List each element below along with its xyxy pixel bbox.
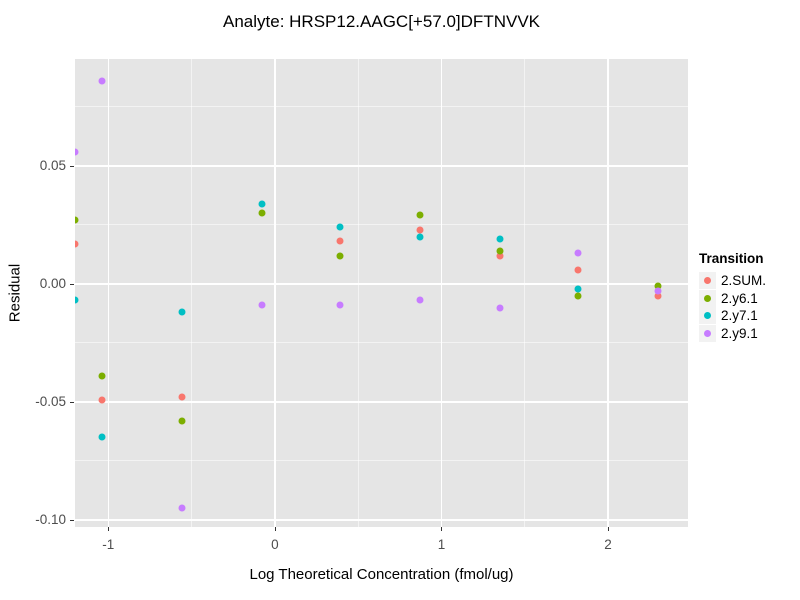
legend-key bbox=[699, 307, 716, 325]
data-point-2.y7.1 bbox=[98, 433, 106, 441]
data-point-2.y9.1 bbox=[75, 148, 79, 156]
legend-item-label: 2.y7.1 bbox=[721, 308, 758, 324]
data-point-2.y6.1 bbox=[98, 372, 106, 380]
data-point-2.SUM. bbox=[496, 252, 504, 260]
data-point-2.SUM. bbox=[98, 396, 106, 404]
gridline-major-vertical bbox=[607, 59, 609, 527]
gridline-major-horizontal bbox=[75, 283, 688, 285]
legend-item-2.SUM.: 2.SUM. bbox=[699, 272, 766, 290]
legend-point-icon bbox=[704, 294, 711, 302]
data-point-2.SUM. bbox=[574, 266, 582, 274]
data-point-2.y7.1 bbox=[336, 223, 344, 231]
legend-point-icon bbox=[704, 277, 711, 285]
x-axis-title: Log Theoretical Concentration (fmol/ug) bbox=[249, 566, 514, 583]
gridline-major-vertical bbox=[107, 59, 110, 527]
x-tick-label: 0 bbox=[271, 537, 279, 552]
x-tick-mark bbox=[441, 527, 443, 531]
data-point-2.y9.1 bbox=[574, 249, 582, 257]
x-tick-mark bbox=[108, 527, 110, 531]
data-point-2.y6.1 bbox=[496, 247, 504, 255]
legend: Transition 2.SUM. 2.y6.1 2.y7.1 2.y9.1 bbox=[699, 251, 766, 343]
legend-point-icon bbox=[704, 330, 711, 338]
legend-key bbox=[699, 272, 716, 290]
data-point-2.y9.1 bbox=[178, 504, 186, 512]
x-tick-label: 2 bbox=[604, 537, 612, 552]
legend-key bbox=[699, 325, 716, 343]
data-point-2.y9.1 bbox=[258, 301, 266, 309]
y-tick-label: 0.00 bbox=[39, 275, 66, 291]
data-point-2.SUM. bbox=[416, 226, 424, 234]
y-axis-title: Residual bbox=[6, 263, 24, 323]
x-tick-label: -1 bbox=[102, 537, 115, 552]
gridline-major-vertical bbox=[274, 59, 276, 527]
data-point-2.y6.1 bbox=[416, 211, 424, 219]
data-point-2.SUM. bbox=[75, 240, 79, 248]
plot-panel bbox=[75, 59, 688, 527]
data-point-2.y9.1 bbox=[496, 304, 504, 311]
data-point-2.y7.1 bbox=[574, 285, 582, 293]
legend-item-label: 2.y6.1 bbox=[721, 290, 758, 306]
gridline-minor-vertical bbox=[357, 59, 359, 527]
y-tick-mark bbox=[70, 519, 74, 521]
data-point-2.SUM. bbox=[336, 237, 344, 245]
data-point-2.y7.1 bbox=[496, 235, 504, 243]
gridline-minor-vertical bbox=[524, 59, 526, 527]
gridline-minor-horizontal bbox=[75, 460, 688, 462]
gridline-minor-vertical bbox=[191, 59, 193, 527]
data-point-2.y9.1 bbox=[416, 296, 424, 304]
data-point-2.y7.1 bbox=[258, 200, 266, 208]
legend-title: Transition bbox=[699, 251, 764, 266]
data-point-2.y9.1 bbox=[98, 77, 106, 85]
legend-items: 2.SUM. 2.y6.1 2.y7.1 2.y9.1 bbox=[699, 272, 766, 343]
legend-item-2.y9.1: 2.y9.1 bbox=[699, 325, 766, 343]
data-point-2.y9.1 bbox=[336, 301, 344, 309]
legend-point-icon bbox=[704, 312, 711, 320]
legend-item-2.y7.1: 2.y7.1 bbox=[699, 307, 766, 325]
legend-item-label: 2.y9.1 bbox=[721, 326, 758, 342]
x-tick-mark bbox=[608, 527, 610, 531]
data-point-2.y6.1 bbox=[654, 282, 662, 290]
y-tick-mark bbox=[70, 283, 74, 285]
data-point-2.y6.1 bbox=[336, 252, 344, 260]
y-tick-label: 0.05 bbox=[39, 157, 66, 173]
data-point-2.y6.1 bbox=[178, 417, 186, 425]
gridline-minor-horizontal bbox=[75, 342, 688, 344]
x-tick-mark bbox=[274, 527, 276, 531]
y-tick-label: -0.10 bbox=[35, 511, 66, 527]
plot-title: Analyte: HRSP12.AAGC[+57.0]DFTNVVK bbox=[223, 12, 540, 31]
legend-item-2.y6.1: 2.y6.1 bbox=[699, 289, 766, 308]
data-point-2.y7.1 bbox=[416, 233, 424, 241]
gridline-major-vertical bbox=[440, 59, 443, 527]
gridline-major-horizontal bbox=[75, 401, 688, 403]
y-tick-mark bbox=[70, 401, 74, 403]
data-point-2.y6.1 bbox=[574, 292, 582, 300]
data-point-2.SUM. bbox=[654, 292, 662, 300]
y-tick-label: -0.05 bbox=[35, 393, 66, 409]
data-point-2.y9.1 bbox=[654, 287, 662, 295]
data-point-2.y7.1 bbox=[178, 308, 186, 316]
legend-key bbox=[699, 289, 716, 307]
data-point-2.SUM. bbox=[178, 393, 186, 401]
data-point-2.y6.1 bbox=[75, 216, 79, 224]
y-tick-mark bbox=[70, 165, 74, 167]
gridline-major-horizontal bbox=[75, 165, 688, 167]
gridline-minor-horizontal bbox=[75, 106, 688, 108]
gridline-major-horizontal bbox=[75, 519, 688, 521]
legend-item-label: 2.SUM. bbox=[721, 273, 767, 289]
gridline-minor-horizontal bbox=[75, 224, 688, 226]
data-point-2.y6.1 bbox=[258, 209, 266, 217]
data-point-2.y7.1 bbox=[75, 296, 79, 304]
x-tick-label: 1 bbox=[437, 537, 446, 552]
